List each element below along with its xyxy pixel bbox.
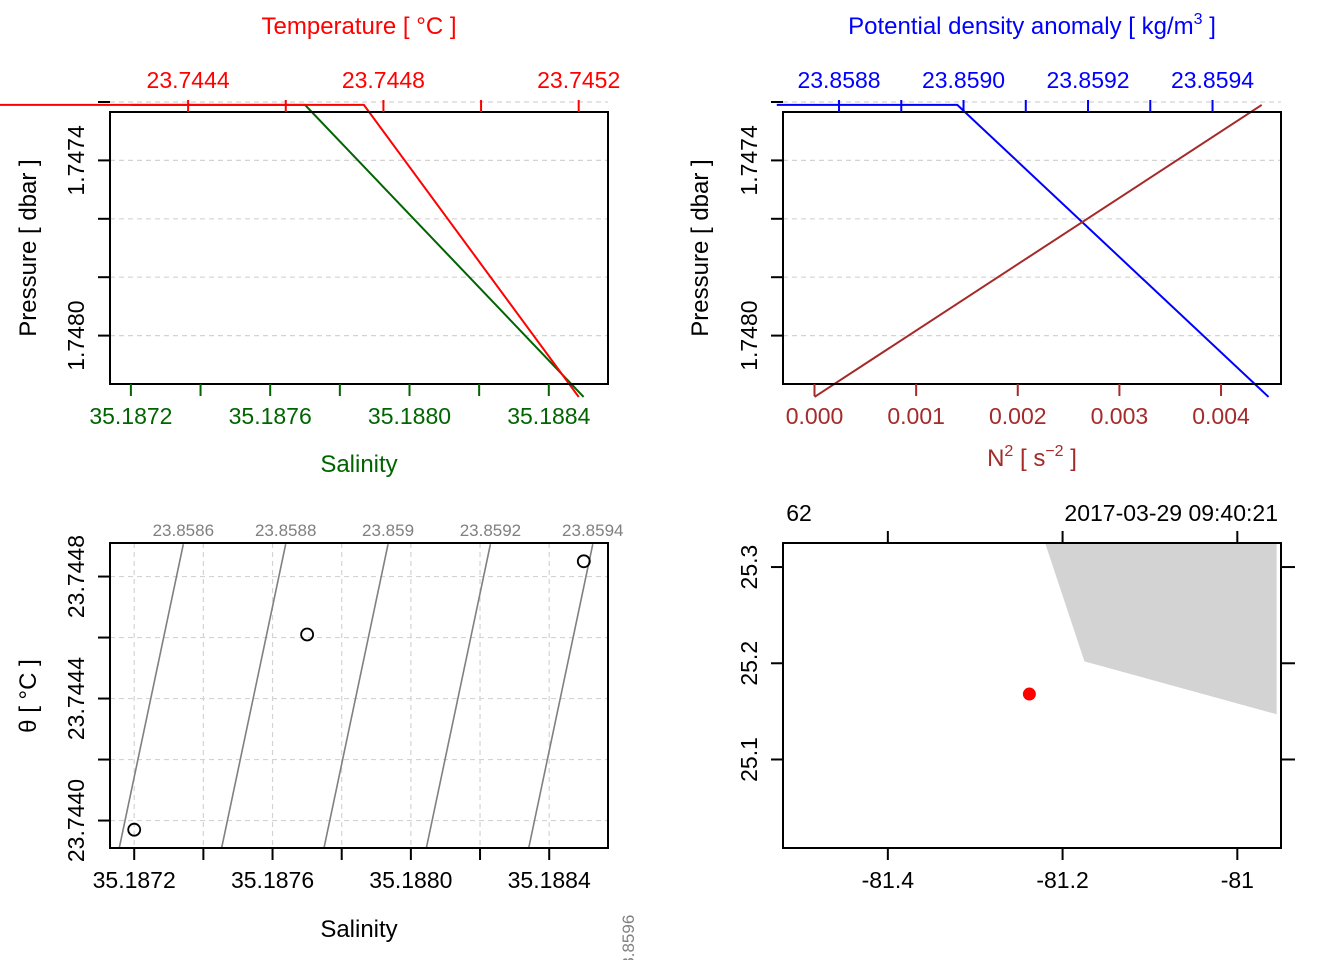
isopycnal-line <box>323 544 389 848</box>
temperature-axis: 23.7444 23.7448 23.7452 <box>147 67 620 112</box>
isopycnal-label: 23.8586 <box>153 521 214 540</box>
station-marker[interactable] <box>1022 687 1036 701</box>
p4-frame <box>782 542 1282 849</box>
density-title-main: Potential density anomaly [ kg/m <box>848 13 1194 40</box>
isopycnal-line <box>118 544 185 848</box>
isopycnal-label: 23.8596 <box>619 915 638 960</box>
isopycnal-line <box>631 544 695 849</box>
density-n2-profile: 23.8588 23.8590 23.8592 23.8594 0.000 0.001 0… <box>687 11 1282 472</box>
salinity-line <box>130 103 585 398</box>
p1-frame <box>109 111 609 385</box>
ts-xlabel: Salinity <box>320 916 397 943</box>
latitude-tick-label: 25.2 <box>736 641 762 686</box>
isopycnal-label: 23.8594 <box>562 521 623 540</box>
isopycnal-labels: 23.8586 23.8588 23.859 23.8592 23.8594 23.859… <box>153 521 638 960</box>
p2-frame <box>782 111 1282 385</box>
temperature-axis-title: Temperature [ °C ] <box>262 13 457 40</box>
ts-ylabel: θ [ °C ] <box>15 659 42 733</box>
n2-axis-title: N2 [ s−2 ] <box>987 443 1077 472</box>
pressure-axis-2: 1.7474 1.7480 <box>736 101 783 371</box>
n2-title-exp: 2 <box>1004 443 1013 460</box>
isopycnal-label: 23.859 <box>362 521 414 540</box>
temperature-line <box>0 103 580 398</box>
density-tick-label: 23.8592 <box>1046 67 1129 93</box>
pressure-2-tick-label: 1.7474 <box>736 125 762 196</box>
map-right-ticks <box>1281 566 1295 761</box>
latitude-tick-label: 25.1 <box>736 737 762 782</box>
ts-point <box>127 822 142 837</box>
n2-tick-label: 0.003 <box>1091 403 1149 429</box>
isopycnal-line <box>220 544 287 848</box>
temperature-tick-label: 23.7448 <box>342 67 425 93</box>
isopycnal-line <box>527 544 594 848</box>
p3-grid <box>110 543 608 848</box>
n2-title-exp2: −2 <box>1045 443 1063 460</box>
density-tick-label: 23.8590 <box>922 67 1005 93</box>
temperature-tick-label: 23.7444 <box>147 67 230 93</box>
density-tick-label: 23.8594 <box>1171 67 1254 93</box>
longitude-axis: -81.4 -81.2 -81 <box>862 848 1254 893</box>
density-line <box>776 103 1270 398</box>
ts-point <box>576 554 591 569</box>
p3-frame <box>109 542 609 849</box>
station-time-label: 2017-03-29 09:40:21 <box>1064 500 1278 526</box>
ts-salinity-tick-label: 35.1876 <box>231 867 314 893</box>
salinity-axis: 35.1872 35.1876 35.1880 35.1884 <box>89 384 591 429</box>
pressure-2-tick-label: 1.7480 <box>736 300 762 370</box>
isopycnal-label: 23.8592 <box>460 521 521 540</box>
p2-grid <box>783 101 1281 337</box>
ts-salinity-axis: 35.1872 35.1876 35.1880 35.1884 <box>93 848 591 893</box>
station-map: -81.4 -81.2 -81 25.1 25.2 25.3 62 2017-03-29… <box>736 500 1295 893</box>
station-id-label: 62 <box>786 500 812 526</box>
ts-salinity-tick-label: 35.1872 <box>93 867 176 893</box>
ts-theta-axis: 23.7440 23.7444 23.7448 <box>63 535 110 862</box>
ts-points <box>127 554 591 837</box>
n2-title-end: ] <box>1064 445 1077 472</box>
pressure-axis-title-2: Pressure [ dbar ] <box>687 159 714 336</box>
ts-point <box>300 627 315 642</box>
ts-theta-tick-label: 23.7444 <box>63 657 89 740</box>
ts-theta-tick-label: 23.7440 <box>63 779 89 862</box>
temperature-tick-label: 23.7452 <box>537 67 620 93</box>
map-top-ticks <box>886 531 1239 543</box>
longitude-tick-label: -81 <box>1221 867 1254 893</box>
n2-tick-label: 0.001 <box>887 403 945 429</box>
latitude-axis: 25.1 25.2 25.3 <box>736 545 783 782</box>
temperature-salinity-profile: 23.7444 23.7448 23.7452 35.1872 35.1876 35.1… <box>0 13 620 478</box>
salinity-tick-label: 35.1876 <box>229 403 312 429</box>
n2-tick-label: 0.004 <box>1192 403 1250 429</box>
n2-tick-label: 0.002 <box>989 403 1047 429</box>
salinity-tick-label: 35.1880 <box>368 403 451 429</box>
land-polygon <box>1045 543 1277 715</box>
pressure-axis-title: Pressure [ dbar ] <box>15 159 42 336</box>
isopycnal-contours <box>118 544 695 849</box>
isopycnal-line <box>425 544 492 848</box>
longitude-tick-label: -81.4 <box>862 867 915 893</box>
n2-tick-label: 0.000 <box>786 403 844 429</box>
pressure-axis: 1.7474 1.7480 <box>63 101 110 371</box>
n2-axis: 0.000 0.001 0.002 0.003 0.004 <box>786 384 1250 429</box>
density-title-exp: 3 <box>1194 11 1203 28</box>
ts-diagram: 23.8586 23.8588 23.859 23.8592 23.8594 23.859… <box>15 521 695 960</box>
salinity-axis-title: Salinity <box>320 451 397 478</box>
pressure-tick-label: 1.7474 <box>63 125 89 196</box>
ts-salinity-tick-label: 35.1884 <box>508 867 591 893</box>
isopycnal-label: 23.8588 <box>255 521 316 540</box>
ts-theta-tick-label: 23.7448 <box>63 535 89 618</box>
n2-title-main: N <box>987 445 1004 472</box>
salinity-tick-label: 35.1884 <box>507 403 590 429</box>
latitude-tick-label: 25.3 <box>736 545 762 590</box>
n2-line <box>813 104 1263 398</box>
pressure-tick-label: 1.7480 <box>63 300 89 370</box>
longitude-tick-label: -81.2 <box>1036 867 1088 893</box>
density-axis-title: Potential density anomaly [ kg/m3 ] <box>848 11 1216 40</box>
p1-grid <box>110 101 608 337</box>
salinity-tick-label: 35.1872 <box>89 403 172 429</box>
density-axis: 23.8588 23.8590 23.8592 23.8594 <box>797 67 1254 112</box>
n2-title-mid: [ s <box>1013 445 1045 472</box>
density-tick-label: 23.8588 <box>797 67 880 93</box>
ts-salinity-tick-label: 35.1880 <box>369 867 452 893</box>
density-title-end: ] <box>1203 13 1216 40</box>
